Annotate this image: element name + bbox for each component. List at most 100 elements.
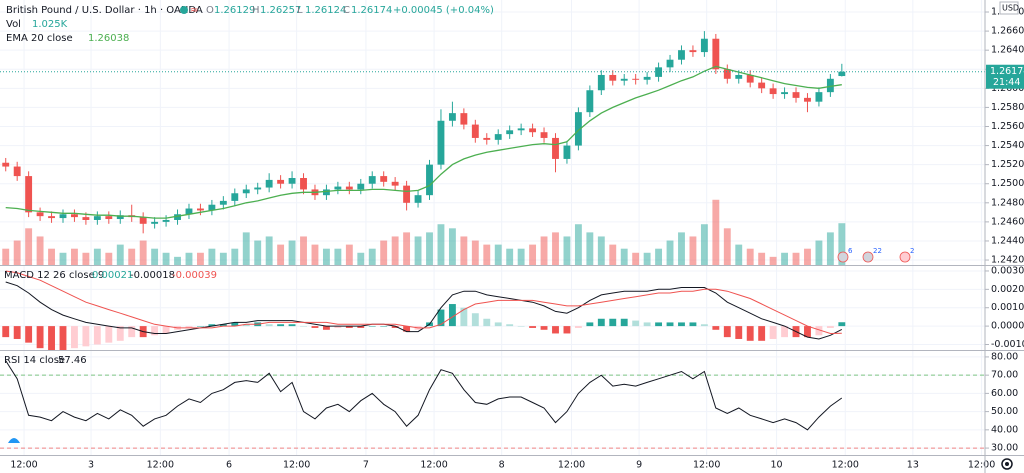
volume-bar: [265, 236, 273, 265]
logo-icon[interactable]: [8, 438, 20, 443]
macd-histogram-bar: [448, 304, 456, 327]
macd-histogram-bar: [71, 326, 78, 349]
macd-histogram-bar: [231, 322, 239, 327]
volume-bar: [471, 240, 479, 265]
candle-body: [197, 208, 204, 211]
macd-histogram-bar: [391, 326, 399, 328]
candle-body: [700, 38, 708, 53]
candle-body: [48, 216, 55, 219]
candle-body: [288, 178, 296, 184]
macd-histogram-bar: [368, 326, 376, 327]
x-tick-label: 13: [907, 460, 919, 471]
gear-hub: [1005, 462, 1009, 466]
candle-body: [838, 71, 846, 77]
candle-body: [620, 78, 628, 81]
volume-bar: [197, 252, 204, 265]
settings-gear[interactable]: [1001, 458, 1013, 470]
macd-histogram-bar: [151, 326, 159, 336]
candle-body: [25, 176, 33, 213]
volume-bar: [826, 232, 834, 265]
x-tick-label: 6: [226, 460, 232, 471]
volume-bar: [689, 236, 697, 265]
volume-bar: [414, 236, 422, 265]
macd-histogram-bar: [334, 326, 342, 328]
candle-body: [723, 69, 731, 79]
candle-body: [334, 186, 342, 190]
candle-body: [609, 74, 617, 81]
x-tick-label: 12:00: [832, 460, 859, 471]
macd-histogram-bar: [208, 324, 216, 327]
volume-bar: [529, 244, 537, 265]
volume-bar: [506, 248, 514, 265]
macd-histogram-bar: [517, 326, 525, 327]
macd-name: MACD 12 26 close 9: [4, 270, 104, 281]
candle-body: [391, 181, 399, 186]
candle-body: [219, 200, 227, 205]
volume-bar: [781, 252, 788, 265]
volume-bar: [185, 252, 193, 265]
x-tick-label: 12:00: [420, 460, 447, 471]
candle-body: [162, 219, 170, 222]
macd-histogram-bar: [36, 326, 44, 349]
candle-body: [448, 113, 456, 121]
y-tick-label: 1.25000: [991, 178, 1024, 189]
x-tick-label: 12:00: [693, 460, 720, 471]
candle-body: [471, 124, 479, 138]
volume-bar: [13, 240, 21, 265]
macd-histogram-bar: [769, 326, 777, 339]
y-tick-label: 50.00: [991, 406, 1018, 417]
candle-body: [540, 132, 548, 138]
volume-bar: [563, 236, 571, 265]
candle-body: [781, 92, 788, 95]
macd-histogram-bar: [655, 322, 663, 327]
volume-bar: [769, 256, 777, 265]
candle-body: [552, 137, 559, 159]
macd-histogram-bar: [758, 326, 766, 341]
macd-histogram-bar: [48, 326, 55, 350]
volume-bar: [758, 252, 766, 265]
candle-body: [368, 176, 376, 184]
visibility-icon: [180, 6, 188, 14]
macd-histogram-bar: [712, 326, 720, 330]
macd-histogram-bar: [563, 326, 571, 334]
volume-value: 1.025K: [32, 19, 68, 30]
x-tick-label: 7: [363, 460, 369, 471]
candle-body: [139, 217, 147, 224]
volume-bar: [483, 244, 491, 265]
candle-body: [769, 88, 777, 95]
macd-histogram-bar: [288, 324, 296, 327]
candle-body: [437, 120, 445, 165]
ohlc-letter: L: [297, 5, 303, 16]
gear-ring: [1001, 458, 1013, 470]
candle-body: [59, 214, 67, 219]
volume-bar: [746, 248, 754, 265]
volume-bar: [597, 236, 605, 265]
candle-body: [345, 186, 353, 190]
volume-bar: [2, 248, 10, 265]
ohlc-letter: O: [206, 5, 214, 16]
macd-histogram-bar: [437, 309, 445, 327]
volume-bar: [25, 228, 33, 265]
macd-histogram-bar: [242, 324, 250, 327]
ema-name: EMA 20 close: [6, 33, 73, 44]
change-label: +0.00045 (+0.04%): [393, 5, 494, 16]
volume-bar: [448, 228, 456, 265]
candle-body: [586, 90, 594, 113]
volume-bar: [655, 248, 663, 265]
volume-bar: [391, 236, 399, 265]
candle-body: [494, 134, 502, 140]
volume-bar: [517, 248, 525, 265]
volume-bar: [36, 236, 44, 265]
volume-bar: [71, 248, 78, 265]
macd-histogram-bar: [746, 326, 754, 341]
macd-histogram-bar: [826, 326, 834, 328]
signal-line: [5, 270, 842, 335]
volume-bar: [437, 224, 445, 265]
candle-body: [36, 212, 44, 217]
volume-bar: [792, 252, 800, 265]
macd-histogram-bar: [678, 322, 685, 327]
volume-bar: [48, 248, 55, 265]
macd-histogram-bar: [185, 326, 193, 328]
